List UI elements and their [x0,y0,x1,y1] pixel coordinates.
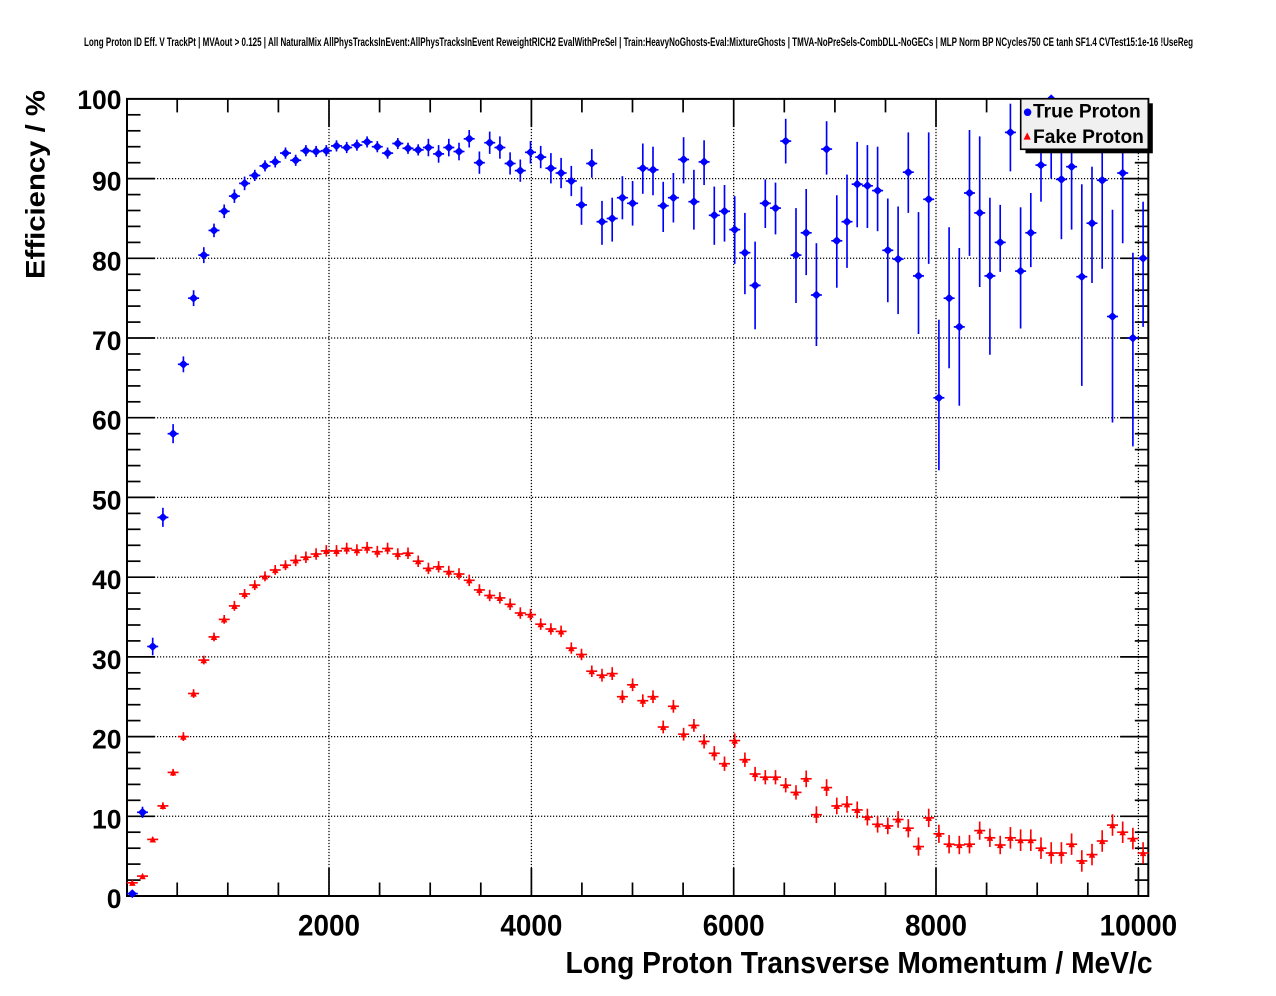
svg-text:4000: 4000 [500,909,562,942]
svg-text:2000: 2000 [298,909,360,942]
svg-text:Fake Proton: Fake Proton [1033,127,1144,148]
svg-text:40: 40 [92,565,121,595]
svg-text:100: 100 [77,85,121,115]
svg-text:Long Proton Transverse Momentu: Long Proton Transverse Momentum / MeV/c [566,945,1153,980]
svg-text:10000: 10000 [1100,909,1178,942]
svg-text:8000: 8000 [905,909,967,942]
svg-text:Efficiency / %: Efficiency / % [21,90,51,279]
svg-text:50: 50 [92,485,121,515]
svg-text:60: 60 [92,406,121,436]
svg-text:True Proton: True Proton [1033,101,1141,122]
svg-text:6000: 6000 [703,909,765,942]
svg-text:0: 0 [107,884,122,914]
svg-text:Long Proton ID Eff. V TrackPt: Long Proton ID Eff. V TrackPt | MVAout >… [84,37,1193,49]
svg-text:90: 90 [92,167,121,197]
svg-text:10: 10 [92,804,121,834]
svg-text:30: 30 [92,645,121,675]
svg-text:20: 20 [92,725,121,755]
svg-text:70: 70 [92,326,121,356]
svg-text:80: 80 [92,246,121,276]
